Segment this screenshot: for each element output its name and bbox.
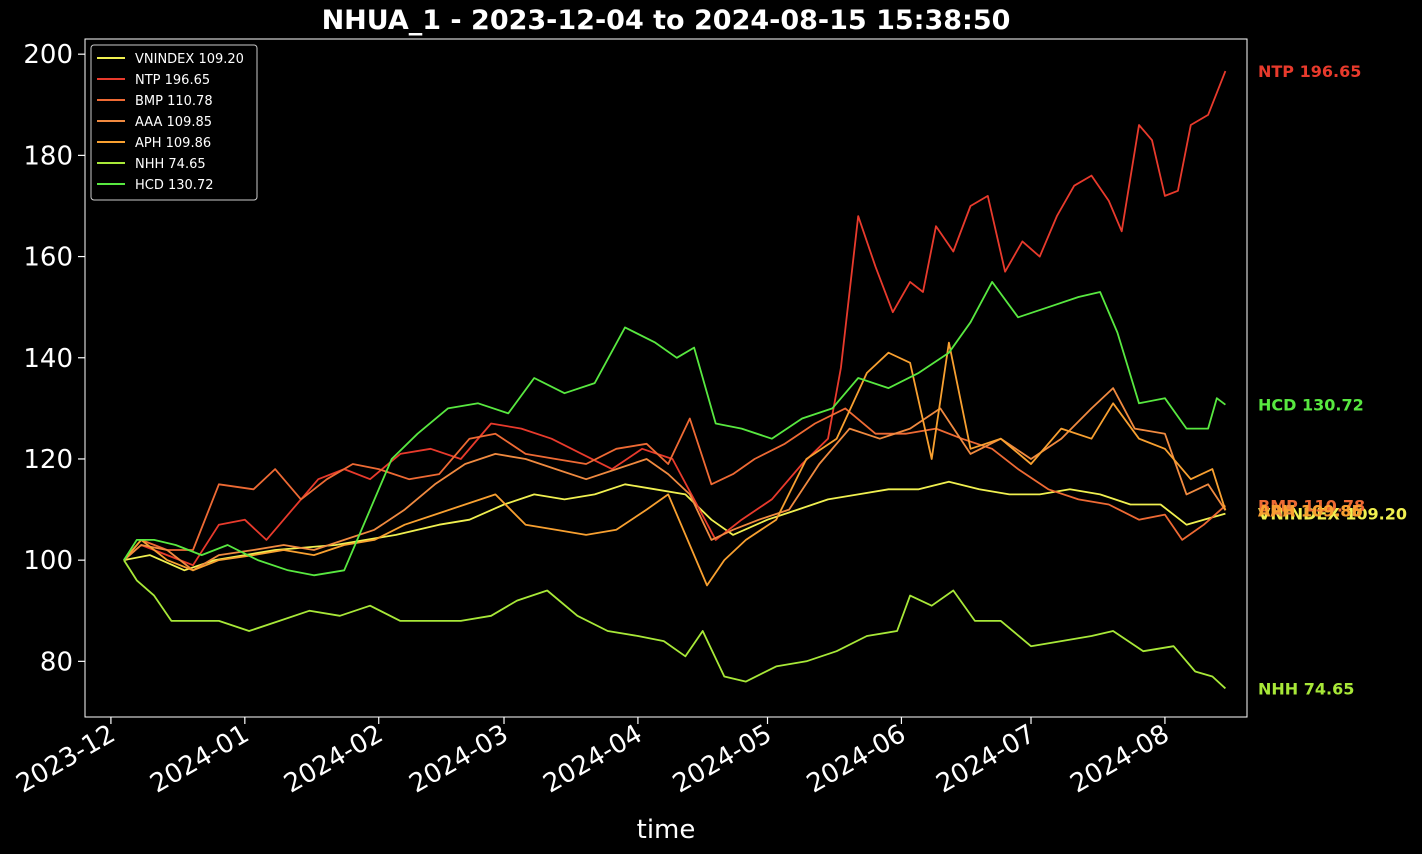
legend-entry-nhh: NHH 74.65 <box>135 157 206 172</box>
legend-entry-ntp: NTP 196.65 <box>135 73 210 88</box>
x-tick-label-2: 2024-02 <box>279 719 388 799</box>
series-line-aph <box>123 341 1227 587</box>
legend: VNINDEX 109.20 NTP 196.65 BMP 110.78 AAA 10… <box>90 44 258 201</box>
y-tick-label-1: 100 <box>23 546 73 576</box>
end-label-hcd: HCD 130.72 <box>1258 396 1364 415</box>
series-line-hcd <box>123 281 1226 577</box>
x-axis-label: time <box>637 815 696 845</box>
y-tick-label-6: 200 <box>23 40 73 70</box>
end-label-bmp: BMP 110.78 <box>1258 497 1365 516</box>
legend-entry-aaa: AAA 109.85 <box>135 115 212 130</box>
x-tick-label-8: 2024-08 <box>1065 719 1174 799</box>
y-tick-label-0: 80 <box>40 647 73 677</box>
end-label-aaa: AAA 109.85 <box>1258 501 1362 520</box>
series-line-aaa <box>123 387 1227 572</box>
series-line-nhh <box>123 559 1227 690</box>
legend-entry-aph: APH 109.86 <box>135 136 211 151</box>
y-tick-label-4: 160 <box>23 243 73 273</box>
y-tick-label-2: 120 <box>23 445 73 475</box>
x-tick-label-7: 2024-07 <box>931 719 1040 799</box>
x-axis: 2023-12 2024-01 2024-02 2024-03 2024-04 2024-… <box>11 717 1174 799</box>
x-tick-label-3: 2024-03 <box>404 719 513 799</box>
end-label-nhh: NHH 74.65 <box>1258 679 1354 698</box>
legend-entry-vnindex: VNINDEX 109.20 <box>135 52 244 67</box>
chart-title: NHUA_1 - 2023-12-04 to 2024-08-15 15:38:… <box>321 5 1011 36</box>
plot-area <box>84 38 1248 718</box>
legend-entry-hcd: HCD 130.72 <box>135 178 213 193</box>
end-label-ntp: NTP 196.65 <box>1258 62 1361 81</box>
series-line-ntp <box>123 70 1227 567</box>
x-tick-label-0: 2023-12 <box>11 719 120 799</box>
y-tick-label-5: 180 <box>23 141 73 171</box>
legend-entry-bmp: BMP 110.78 <box>135 94 213 109</box>
x-tick-label-5: 2024-05 <box>668 719 777 799</box>
y-axis: 80 100 120 140 160 180 200 <box>23 40 85 677</box>
series-line-bmp <box>123 407 1226 561</box>
x-tick-label-1: 2024-01 <box>145 719 254 799</box>
y-tick-label-3: 140 <box>23 344 73 374</box>
x-tick-label-6: 2024-06 <box>802 719 911 799</box>
end-label-vnindex: VNINDEX 109.20 <box>1258 505 1407 524</box>
x-tick-label-4: 2024-04 <box>538 719 647 799</box>
legend-box <box>90 44 258 201</box>
series-lines <box>123 70 1227 690</box>
end-label-aph: APH 109.86 <box>1258 501 1363 520</box>
